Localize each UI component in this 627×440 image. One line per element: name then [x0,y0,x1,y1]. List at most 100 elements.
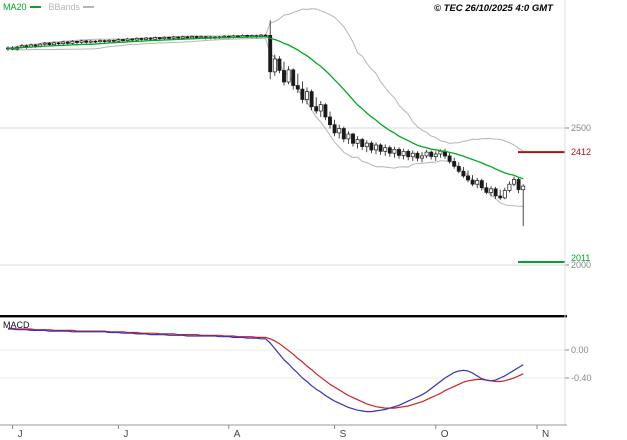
x-axis-label: A [234,429,241,440]
copyright-text: © TEC 26/10/2025 4:0 GMT [434,3,553,14]
candle-body [277,58,282,71]
level-label-2412: 2412 [571,147,591,157]
legend-item-bbands: BBands [49,2,95,12]
legend-item-ma20: MA20 [3,2,41,12]
candle-body [420,155,424,159]
candle-body [351,133,355,144]
candle-body [415,152,420,159]
candle-body [194,36,199,38]
candle-body [102,40,107,42]
candle-body [369,142,374,151]
candle-body [493,188,498,197]
x-axis-label: N [542,429,549,440]
candle-body [378,144,383,152]
candle-body [134,38,139,41]
candle-body [121,39,125,41]
candle-body [190,36,194,39]
ma20-line [7,36,524,180]
candle-body [116,39,121,42]
candle-body [268,35,273,73]
candle-body [282,70,286,83]
candle-body [98,40,102,43]
macd-axis-label: 0.00 [571,345,589,355]
x-axis-label: S [340,429,347,440]
candle-body [332,124,337,134]
candle-body [167,36,171,39]
candle-body [318,104,323,112]
level-label-2011: 2011 [571,253,590,263]
candle-body [466,175,470,181]
candle-body [456,166,461,172]
candle-body [507,183,512,191]
candle-body [470,179,475,185]
candle-body [162,36,167,40]
candle-body [355,139,360,144]
candle-body [272,58,277,73]
bollinger-upper-band [7,8,524,152]
candle-body [341,128,346,140]
candle-body [157,37,162,40]
candle-body [337,128,342,134]
candle-body [309,91,314,108]
legend-ma20-label: MA20 [3,2,27,12]
candle-body [364,142,369,148]
candle-body [461,170,466,177]
candle-body [144,37,148,40]
candle-body [502,190,507,199]
candle-body [52,42,56,46]
candle-body [199,36,204,39]
x-axis-label: O [441,429,449,440]
candle-body [65,41,70,44]
candle-body [300,88,305,100]
candle-body [263,34,268,37]
candle-body [346,133,351,140]
bbands-line-swatch [83,6,95,8]
candle-body [360,139,365,147]
candle-body [475,180,480,185]
candle-body [392,149,397,154]
candle-body [410,152,415,158]
candle-body [176,36,181,39]
x-axis-label: J [18,429,23,440]
candle-body [305,91,309,100]
candle-body [93,40,98,43]
candle-body [489,188,493,193]
macd-axis-label: -0.40 [571,373,592,383]
chart-legend: MA20 BBands [3,2,95,12]
candle-body [479,180,484,189]
candle-body [153,37,158,40]
candle-body [406,150,411,158]
candle-body [33,44,38,47]
candle-body [88,40,93,43]
price-axis-label: 2500 [571,123,591,133]
candle-body [328,116,332,126]
macd-line [8,328,524,413]
candle-body [61,41,66,44]
candle-body [401,150,406,156]
candle-body [245,35,250,37]
macd-panel-label: MACD [3,320,30,330]
candle-body [512,179,516,185]
candle-body [447,155,452,162]
candle-body [429,151,434,157]
panel-separator [0,315,567,318]
candle-body [438,150,443,155]
candle-body [56,42,61,45]
candle-body [383,147,388,152]
bollinger-lower-band [7,37,524,207]
candle-body [148,37,153,40]
candle-body [484,187,489,193]
candle-body [70,41,75,44]
candle-body [130,38,135,41]
candle-body [180,36,185,39]
candle-body [295,85,300,90]
candle-body [452,161,457,167]
candle-body [498,195,503,199]
candle-body [125,38,130,41]
legend-bbands-label: BBands [48,2,81,12]
candle-body [314,106,319,112]
candle-body [516,179,521,190]
candle-body [185,36,190,39]
ma20-line-swatch [29,6,41,8]
